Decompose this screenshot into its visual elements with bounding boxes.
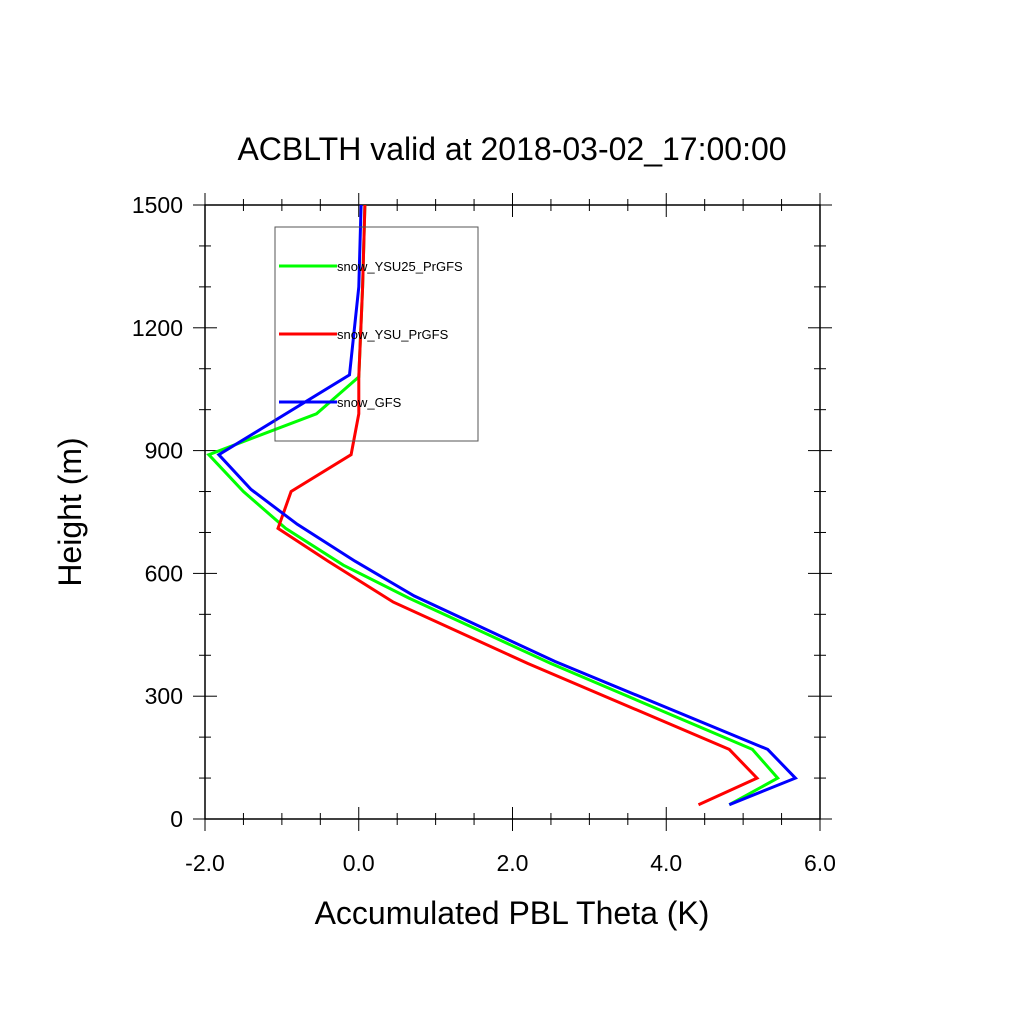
legend-label: snow_GFS [337, 395, 402, 410]
chart-title: ACBLTH valid at 2018-03-02_17:00:00 [237, 131, 786, 167]
x-axis-label: Accumulated PBL Theta (K) [315, 895, 710, 931]
y-axis-label: Height (m) [52, 437, 88, 586]
y-tick-label: 300 [145, 683, 183, 709]
x-tick-label: 4.0 [650, 850, 682, 876]
series-layer [206, 204, 799, 807]
x-tick-label: 6.0 [804, 850, 836, 876]
y-tick-label: 1500 [132, 192, 183, 218]
legend: snow_YSU25_PrGFS snow_YSU_PrGFS snow_GFS [274, 226, 479, 442]
axis-ticks: -2.0 0.0 2.0 4.0 6.0 0 300 600 900 1200 1500 [132, 192, 836, 876]
y-tick-label: 0 [170, 806, 183, 832]
legend-box [274, 226, 479, 442]
legend-label: snow_YSU_PrGFS [337, 327, 449, 342]
series-line-snow_YSU25_PrGFS [206, 204, 781, 807]
x-tick-label: -2.0 [185, 850, 225, 876]
x-tick-label: 0.0 [343, 850, 375, 876]
y-tick-label: 1200 [132, 315, 183, 341]
series-line-snow_GFS [216, 204, 799, 807]
y-tick-label: 900 [145, 438, 183, 464]
series-line-snow_YSU_PrGFS [276, 204, 760, 807]
y-tick-label: 600 [145, 560, 183, 586]
x-tick-label: 2.0 [497, 850, 529, 876]
plot-frame [204, 204, 821, 820]
plot-border [204, 204, 821, 820]
legend-label: snow_YSU25_PrGFS [337, 259, 463, 274]
